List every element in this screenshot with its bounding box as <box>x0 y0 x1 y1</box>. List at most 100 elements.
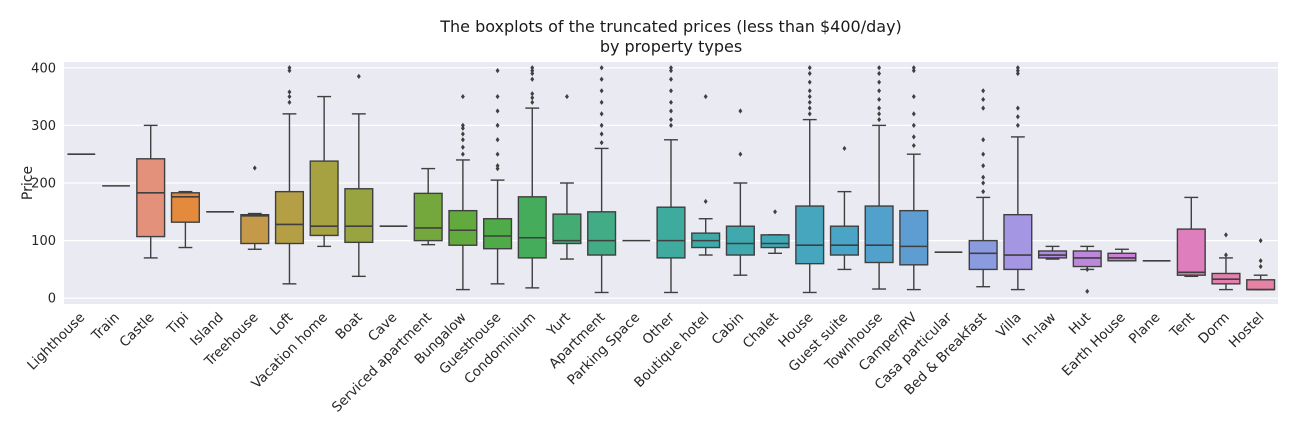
iqr-box <box>482 218 513 250</box>
outlier-point <box>1258 258 1263 264</box>
outlier-point <box>530 95 535 101</box>
outlier-point <box>669 122 673 128</box>
outlier-point <box>877 105 882 111</box>
outlier-point <box>911 122 916 128</box>
iqr-box <box>1246 279 1276 291</box>
outlier-point <box>599 111 604 117</box>
iqr-box <box>864 205 894 264</box>
box-hut <box>1072 245 1102 294</box>
outlier-point <box>1015 65 1020 71</box>
iqr-box <box>968 239 998 271</box>
boxes <box>67 65 1276 294</box>
outlier-point <box>877 117 882 123</box>
outlier-point <box>911 134 916 140</box>
outlier-point <box>287 89 292 95</box>
box-earth-house <box>1107 248 1137 262</box>
iqr-box <box>1176 228 1206 276</box>
outlier-point <box>807 111 812 117</box>
y-tick-labels: 0 100 200 300 400 <box>31 61 56 306</box>
outlier-point <box>981 174 986 180</box>
chart-title: The boxplots of the truncated prices (le… <box>64 17 1278 57</box>
box-hostel <box>1246 238 1276 291</box>
x-tick-label: Chalet <box>740 310 782 352</box>
x-tick-label: Plane <box>1126 310 1163 347</box>
box-tipi <box>170 190 200 249</box>
box-vacation-home <box>309 95 339 248</box>
outlier-point <box>530 70 535 77</box>
outlier-point <box>252 165 257 171</box>
outlier-point <box>1224 252 1228 258</box>
outlier-point <box>287 93 292 100</box>
outlier-point <box>460 137 465 143</box>
y-tick-label: 0 <box>48 292 56 307</box>
outlier-point <box>1015 68 1020 74</box>
box-chalet <box>760 209 790 254</box>
outlier-point <box>1224 232 1228 238</box>
box-house <box>795 65 825 294</box>
outlier-point <box>981 96 986 103</box>
outlier-point <box>981 88 986 94</box>
box-guesthouse <box>482 68 513 285</box>
box-villa <box>1003 65 1033 291</box>
outlier-point <box>911 142 916 149</box>
outlier-point <box>669 76 673 82</box>
y-tick-label: 100 <box>31 234 56 249</box>
outlier-point <box>877 88 882 94</box>
iqr-box <box>517 196 547 259</box>
iqr-box <box>552 213 582 245</box>
outlier-point <box>807 88 812 94</box>
outlier-point <box>669 88 673 94</box>
box-boutique-hotel <box>691 93 721 256</box>
outlier-point <box>1015 70 1020 77</box>
x-tick-label: In-law <box>1019 310 1059 350</box>
iqr-box <box>344 188 374 244</box>
outlier-point <box>599 122 604 128</box>
outlier-point <box>703 93 708 100</box>
outlier-point <box>1258 263 1263 270</box>
outlier-point <box>530 99 535 105</box>
outlier-point <box>773 209 778 215</box>
outlier-point <box>703 198 708 205</box>
iqr-box <box>1003 213 1033 271</box>
x-tick-label: Tent <box>1166 310 1198 342</box>
outlier-point <box>669 108 673 114</box>
box-cabin <box>725 108 755 276</box>
outlier-point <box>738 151 743 157</box>
outlier-point <box>981 189 986 195</box>
box-bungalow <box>448 93 478 291</box>
outlier-point <box>911 93 916 100</box>
iqr-box <box>413 192 443 242</box>
outlier-point <box>564 93 569 100</box>
outlier-point <box>877 70 882 77</box>
x-tick-label: Yurt <box>543 310 573 340</box>
outlier-point <box>599 65 604 71</box>
outlier-point <box>495 137 500 143</box>
outlier-point <box>460 144 465 150</box>
x-tick-label: Castle <box>116 310 157 351</box>
outlier-point <box>981 163 986 169</box>
outlier-point <box>738 108 743 114</box>
outlier-point <box>495 122 500 128</box>
x-tick-label: Earth House <box>1059 310 1129 380</box>
iqr-box <box>829 225 860 256</box>
outlier-point <box>356 73 361 80</box>
outlier-point <box>1085 266 1090 273</box>
iqr-box <box>656 206 686 259</box>
box-in-law <box>1037 245 1068 260</box>
iqr-box <box>309 160 339 237</box>
outlier-point <box>911 68 916 74</box>
box-serviced-apartment <box>413 167 443 246</box>
outlier-point <box>669 117 673 123</box>
outlier-point <box>877 111 882 117</box>
outlier-point <box>495 68 500 74</box>
outlier-point <box>495 165 500 172</box>
outlier-point <box>599 140 604 146</box>
iqr-box <box>240 213 270 245</box>
outlier-point <box>460 131 465 137</box>
outlier-point <box>877 65 882 71</box>
outlier-point <box>807 79 812 85</box>
outlier-point <box>1085 288 1090 294</box>
y-tick-label: 200 <box>31 177 56 192</box>
outlier-point <box>495 151 500 157</box>
